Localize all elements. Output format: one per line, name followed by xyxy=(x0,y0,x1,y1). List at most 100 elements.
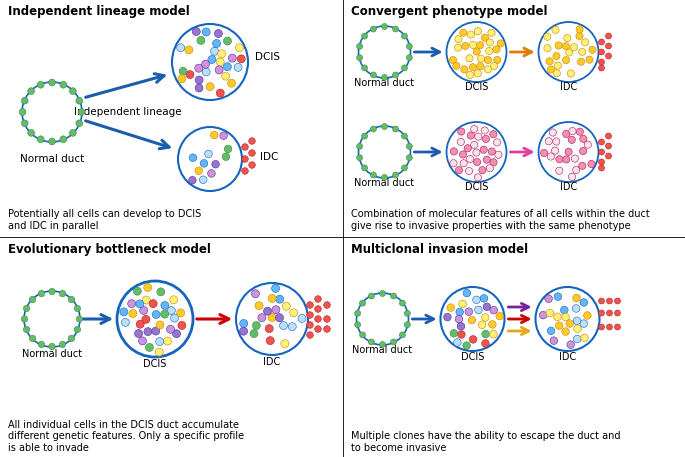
Circle shape xyxy=(565,148,572,155)
Circle shape xyxy=(614,310,621,316)
Circle shape xyxy=(134,329,142,338)
Circle shape xyxy=(371,126,377,132)
Circle shape xyxy=(37,136,44,143)
Circle shape xyxy=(581,334,588,342)
Circle shape xyxy=(569,128,576,135)
Circle shape xyxy=(588,160,595,168)
Circle shape xyxy=(23,326,29,333)
Circle shape xyxy=(568,136,575,143)
Circle shape xyxy=(121,319,129,326)
Circle shape xyxy=(464,145,471,152)
Circle shape xyxy=(156,321,164,329)
Circle shape xyxy=(195,76,203,84)
Circle shape xyxy=(382,23,388,30)
Circle shape xyxy=(475,133,482,140)
Circle shape xyxy=(60,290,66,297)
Circle shape xyxy=(214,30,223,37)
Circle shape xyxy=(552,27,559,33)
Circle shape xyxy=(466,71,473,79)
Circle shape xyxy=(393,126,399,132)
Circle shape xyxy=(69,88,76,95)
Circle shape xyxy=(458,128,465,135)
Circle shape xyxy=(399,300,406,306)
Circle shape xyxy=(490,306,497,314)
Circle shape xyxy=(157,288,165,296)
Circle shape xyxy=(249,138,256,144)
Circle shape xyxy=(155,338,164,345)
Circle shape xyxy=(483,156,490,163)
Circle shape xyxy=(220,132,227,139)
Circle shape xyxy=(459,300,466,308)
Circle shape xyxy=(379,341,386,347)
Circle shape xyxy=(178,127,242,191)
Circle shape xyxy=(555,42,562,49)
Circle shape xyxy=(462,43,469,49)
Circle shape xyxy=(480,295,488,302)
Circle shape xyxy=(562,43,569,50)
Circle shape xyxy=(74,305,81,312)
Circle shape xyxy=(460,151,466,158)
Circle shape xyxy=(371,72,377,78)
Circle shape xyxy=(268,294,276,303)
Circle shape xyxy=(195,64,203,72)
Circle shape xyxy=(224,145,232,153)
Circle shape xyxy=(457,138,464,145)
Circle shape xyxy=(382,123,388,129)
Circle shape xyxy=(242,168,248,174)
Text: Convergent phenotype model: Convergent phenotype model xyxy=(351,5,547,18)
Circle shape xyxy=(544,44,551,52)
Circle shape xyxy=(573,166,580,174)
Circle shape xyxy=(606,153,612,159)
Circle shape xyxy=(447,304,455,311)
Circle shape xyxy=(614,298,621,304)
Circle shape xyxy=(469,335,477,343)
Circle shape xyxy=(482,135,490,143)
Circle shape xyxy=(21,97,28,104)
Circle shape xyxy=(264,307,271,315)
Circle shape xyxy=(571,44,577,51)
Text: Normal duct: Normal duct xyxy=(354,178,414,188)
Circle shape xyxy=(268,314,276,322)
Circle shape xyxy=(38,290,45,297)
Circle shape xyxy=(355,322,360,328)
Circle shape xyxy=(546,309,553,317)
Circle shape xyxy=(471,125,478,133)
Text: Normal duct: Normal duct xyxy=(353,345,412,355)
Circle shape xyxy=(460,29,467,36)
Text: DCIS: DCIS xyxy=(255,52,280,62)
Circle shape xyxy=(177,44,185,52)
Circle shape xyxy=(228,54,236,62)
Circle shape xyxy=(76,97,83,104)
Circle shape xyxy=(463,289,471,297)
Circle shape xyxy=(404,322,410,328)
Circle shape xyxy=(136,300,144,308)
Circle shape xyxy=(562,328,569,335)
Circle shape xyxy=(240,319,248,328)
Circle shape xyxy=(488,148,495,155)
Circle shape xyxy=(562,130,570,138)
Circle shape xyxy=(484,66,492,73)
Circle shape xyxy=(404,310,410,316)
Circle shape xyxy=(567,70,575,77)
Circle shape xyxy=(142,315,150,324)
Circle shape xyxy=(249,150,256,156)
Circle shape xyxy=(236,283,308,355)
Circle shape xyxy=(251,290,260,298)
Circle shape xyxy=(120,308,128,316)
Circle shape xyxy=(614,324,621,330)
Circle shape xyxy=(371,172,377,178)
Circle shape xyxy=(539,311,547,319)
Circle shape xyxy=(22,82,82,142)
Text: IDC: IDC xyxy=(560,182,577,192)
Circle shape xyxy=(554,293,562,300)
Circle shape xyxy=(271,284,279,292)
Circle shape xyxy=(482,314,489,321)
Text: Multiple clones have the ability to escape the duct and
to become invasive: Multiple clones have the ability to esca… xyxy=(351,431,620,453)
Circle shape xyxy=(580,298,588,306)
Circle shape xyxy=(599,59,604,65)
Circle shape xyxy=(382,74,388,80)
Circle shape xyxy=(68,335,75,342)
Circle shape xyxy=(456,167,462,174)
Circle shape xyxy=(560,306,568,314)
Circle shape xyxy=(579,162,586,170)
